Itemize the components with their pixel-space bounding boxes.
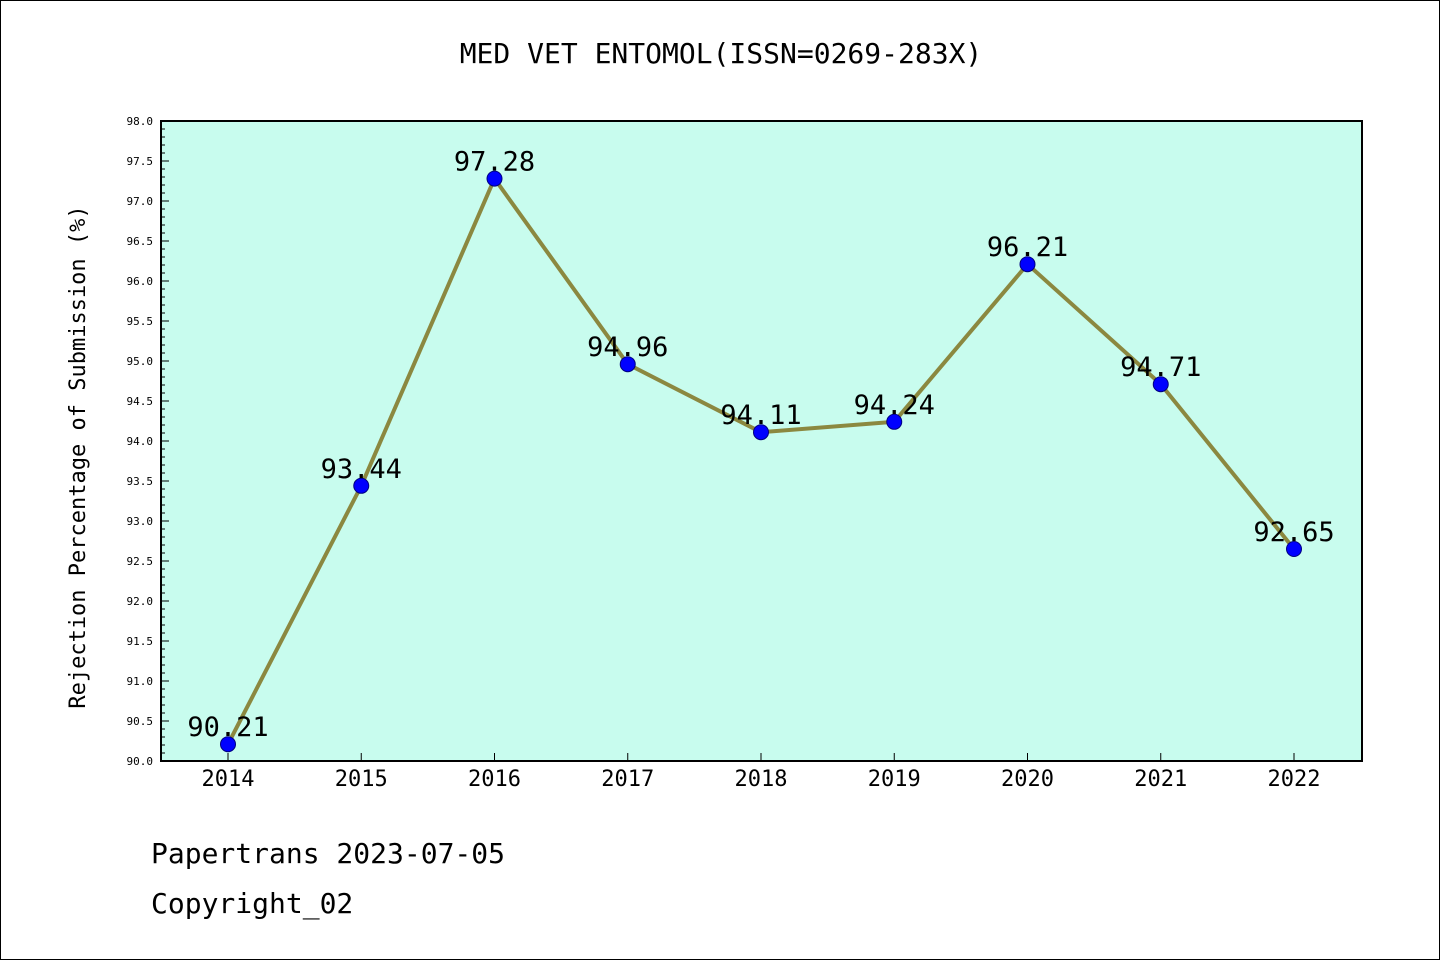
y-tick-label: 95.0 (127, 355, 154, 368)
data-label: 94.71 (1120, 352, 1201, 383)
x-tick-label: 2018 (735, 767, 788, 792)
data-point (220, 736, 236, 753)
y-tick-label: 98.0 (127, 115, 154, 128)
x-tick-label: 2020 (1001, 767, 1054, 792)
series-line-group (220, 170, 1302, 753)
footer-date: Papertrans 2023-07-05 (151, 837, 506, 870)
data-label-group: 90.21 93.44 97.28 94.96 94.11 94.24 96.21 94.71… (187, 147, 1334, 744)
y-tick-label: 97.0 (127, 195, 154, 208)
y-tick-label: 93.0 (127, 515, 154, 528)
data-label: 94.96 (587, 332, 668, 363)
x-tick-label: 2021 (1134, 767, 1187, 792)
footer-copyright: Copyright_02 (151, 887, 354, 920)
x-tick-label: 2022 (1268, 767, 1321, 792)
data-point (353, 477, 370, 494)
x-tick-label: 2017 (601, 767, 654, 792)
y-tick-label: 94.0 (127, 435, 154, 448)
y-tick-label: 97.5 (127, 155, 154, 168)
y-tick-label: 96.5 (127, 235, 154, 248)
chart-title: MED VET ENTOMOL(ISSN=0269-283X) (459, 37, 983, 70)
x-tick-label: 2019 (868, 767, 921, 792)
y-axis: 90.0 90.5 91.0 91.5 92.0 92.5 93.0 93.5 94.0 94.5… (127, 115, 169, 768)
y-tick-label: 93.5 (127, 475, 154, 488)
y-tick-label: 91.0 (127, 675, 154, 688)
x-tick-label: 2016 (468, 767, 521, 792)
data-point (1152, 376, 1169, 393)
y-tick-label: 92.0 (127, 595, 154, 608)
data-label: 97.28 (454, 147, 535, 178)
data-label: 92.65 (1253, 517, 1334, 548)
y-axis-label: Rejection Percentage of Submission (%) (66, 205, 91, 708)
y-tick-label: 90.0 (127, 755, 154, 768)
y-tick-label: 90.5 (127, 715, 154, 728)
data-point (486, 170, 503, 187)
data-point (619, 356, 636, 373)
data-point (886, 413, 903, 430)
data-point (1019, 256, 1036, 273)
plot-area (160, 120, 1363, 762)
data-label: 94.11 (720, 400, 801, 431)
data-point (753, 424, 769, 441)
y-tick-label: 91.5 (127, 635, 154, 648)
x-tick-label: 2015 (335, 767, 388, 792)
x-axis: 2014 2015 2016 2017 2018 2019 2020 2021 2022 (202, 753, 1321, 792)
data-label: 90.21 (187, 712, 268, 743)
data-point (1286, 541, 1302, 557)
y-tick-label: 94.5 (127, 395, 154, 408)
data-label: 93.44 (321, 454, 402, 485)
y-tick-label: 95.5 (127, 315, 154, 328)
y-tick-label: 96.0 (127, 275, 154, 288)
data-label: 96.21 (987, 232, 1068, 263)
y-tick-label: 92.5 (127, 555, 154, 568)
x-tick-label: 2014 (202, 767, 255, 792)
data-label: 94.24 (854, 390, 935, 421)
